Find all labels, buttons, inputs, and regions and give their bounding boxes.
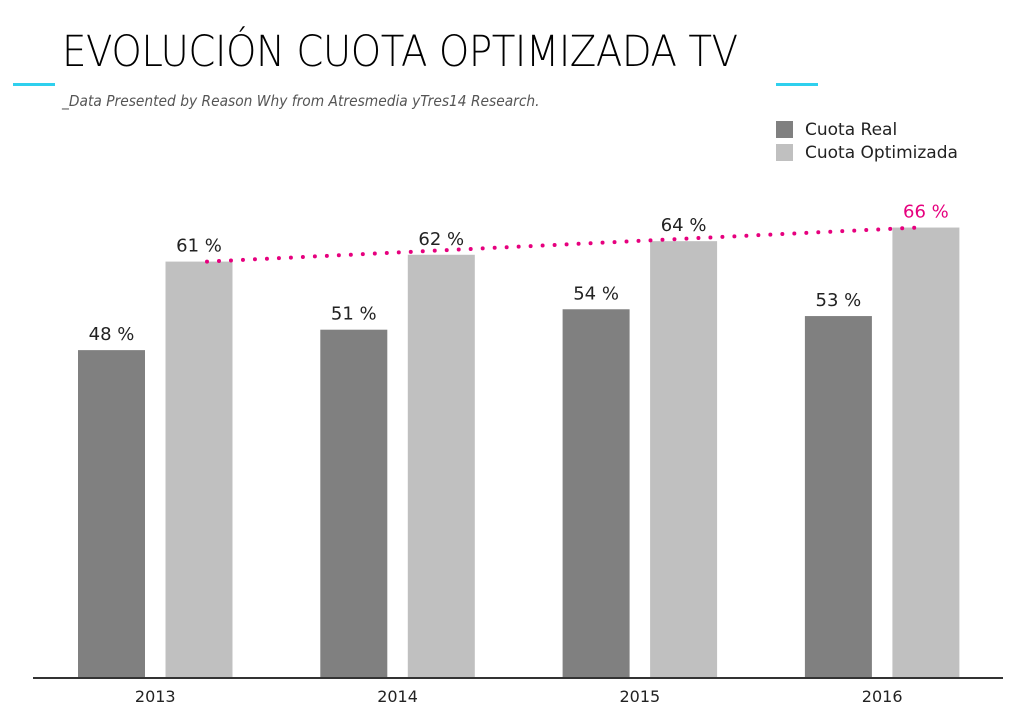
legend-label-real: Cuota Real — [805, 119, 898, 140]
bar-optimized-2014 — [407, 254, 475, 677]
x-tick-label-2015: 2015 — [619, 687, 660, 706]
legend-swatch-real — [776, 121, 793, 138]
bar-optimized-2016 — [892, 227, 960, 678]
legend-item-real: Cuota Real — [776, 118, 958, 141]
bar-real-2013 — [78, 350, 145, 677]
data-label-optimized-2014: 62 % — [418, 229, 464, 250]
data-label-real-2013: 48 % — [89, 324, 135, 345]
accent-line-right — [776, 83, 818, 86]
legend: Cuota Real Cuota Optimizada — [776, 118, 958, 164]
legend-label-optimized: Cuota Optimizada — [805, 142, 958, 163]
data-label-real-2016: 53 % — [816, 290, 862, 311]
trend-line — [205, 225, 920, 264]
data-label-optimized-2015: 64 % — [661, 215, 707, 236]
data-label-real-2015: 54 % — [573, 283, 619, 304]
data-label-optimized-2016: 66 % — [903, 202, 949, 223]
accent-line-left — [13, 83, 55, 86]
legend-swatch-optimized — [776, 144, 793, 161]
x-tick-label-2013: 2013 — [135, 687, 176, 706]
chart-subtitle: _Data Presented by Reason Why from Atres… — [62, 92, 540, 110]
bar-real-2016 — [804, 316, 872, 677]
legend-item-optimized: Cuota Optimizada — [776, 141, 958, 164]
data-label-optimized-2013: 61 % — [176, 236, 222, 257]
chart-title: EVOLUCIÓN CUOTA OPTIMIZADA TV — [62, 27, 738, 77]
data-label-real-2014: 51 % — [331, 304, 377, 325]
x-tick-label-2014: 2014 — [377, 687, 418, 706]
x-tick-label-2016: 2016 — [862, 687, 903, 706]
bar-real-2014 — [320, 329, 388, 677]
bar-optimized-2015 — [650, 241, 718, 677]
bar-real-2015 — [562, 309, 630, 677]
bar-optimized-2013 — [165, 261, 233, 677]
